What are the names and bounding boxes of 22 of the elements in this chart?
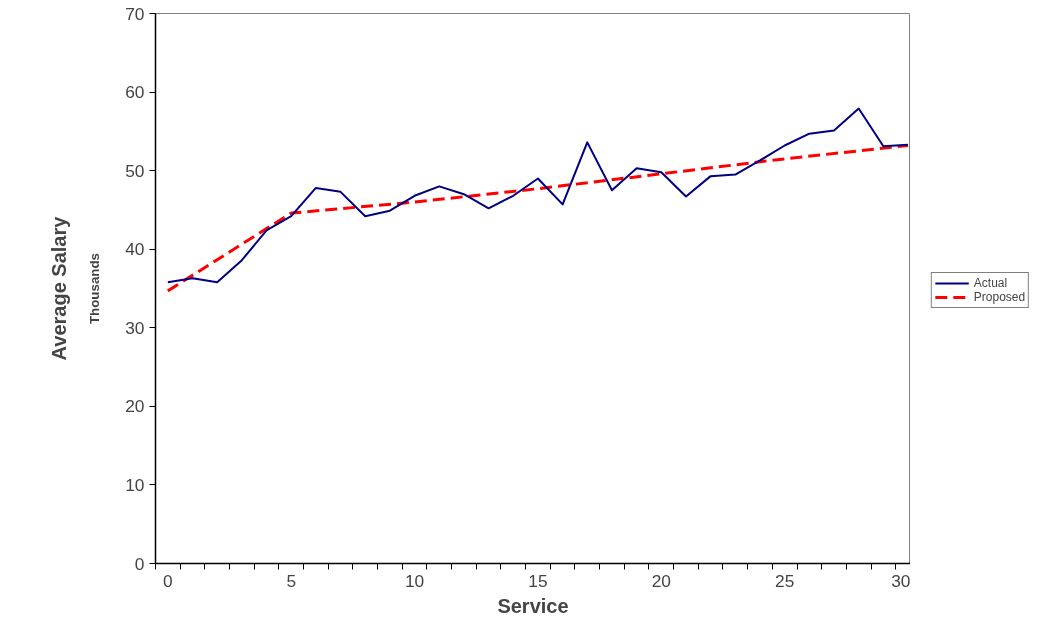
x-tick-label: 15 (528, 570, 548, 591)
y-tick-label: 10 (125, 474, 145, 495)
x-tick-label: 5 (286, 570, 297, 591)
y-tick-label: 40 (125, 239, 145, 260)
legend-label: Actual (973, 276, 1008, 290)
y-tick-label: 20 (125, 396, 145, 417)
x-tick-label: 10 (404, 570, 425, 591)
x-tick-label: 30 (891, 570, 911, 591)
line-series (166, 107, 910, 284)
x-tick-label: 0 (163, 570, 173, 591)
y-tick-label: 30 (125, 317, 145, 338)
x-axis-title: Service (497, 594, 569, 617)
y-tick-label: 0 (134, 553, 145, 574)
y-tick-label: 70 (125, 3, 145, 24)
text: Thousands (87, 252, 103, 325)
line-series (166, 144, 910, 293)
y-axis-title: Average Salary (47, 215, 70, 361)
x-tick-label: 20 (651, 570, 671, 591)
y-tick-label: 50 (125, 160, 145, 181)
y-tick-label: 60 (125, 82, 145, 103)
x-tick-label: 25 (775, 570, 795, 591)
legend-label: Proposed (973, 290, 1026, 304)
